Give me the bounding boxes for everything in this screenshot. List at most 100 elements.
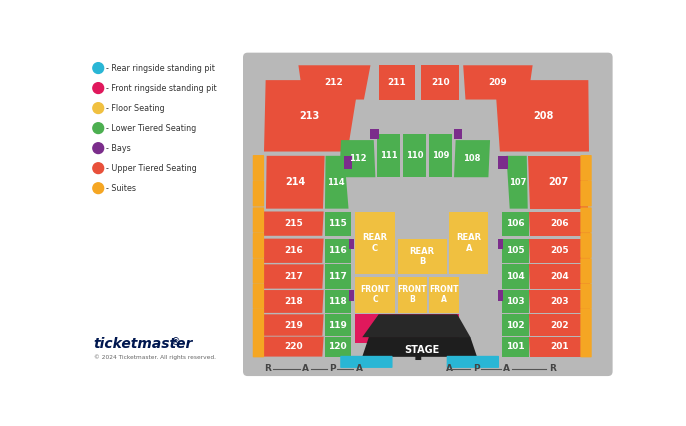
- Text: 111: 111: [379, 151, 397, 160]
- Text: FRONT
A: FRONT A: [429, 285, 459, 305]
- FancyBboxPatch shape: [252, 207, 264, 233]
- Circle shape: [93, 123, 104, 133]
- Polygon shape: [530, 265, 590, 289]
- Text: 210: 210: [431, 78, 449, 87]
- FancyBboxPatch shape: [340, 356, 392, 368]
- Polygon shape: [324, 337, 351, 357]
- Text: 208: 208: [533, 111, 553, 121]
- FancyBboxPatch shape: [243, 53, 613, 376]
- Polygon shape: [264, 337, 324, 357]
- FancyBboxPatch shape: [252, 181, 264, 207]
- Text: - Rear ringside standing pit: - Rear ringside standing pit: [106, 63, 215, 72]
- FancyBboxPatch shape: [580, 155, 592, 181]
- Polygon shape: [501, 239, 529, 263]
- Polygon shape: [498, 239, 503, 250]
- Polygon shape: [506, 156, 528, 209]
- Text: REAR
A: REAR A: [456, 233, 482, 253]
- Text: 205: 205: [551, 246, 569, 255]
- Text: 114: 114: [327, 178, 344, 187]
- Polygon shape: [498, 290, 503, 301]
- Polygon shape: [325, 156, 348, 209]
- Polygon shape: [421, 65, 459, 100]
- Text: A: A: [355, 364, 362, 373]
- FancyBboxPatch shape: [580, 207, 592, 233]
- Polygon shape: [348, 239, 354, 250]
- Polygon shape: [264, 265, 324, 289]
- Text: 118: 118: [329, 297, 347, 306]
- Text: 215: 215: [284, 219, 303, 228]
- Text: ticketmaster: ticketmaster: [93, 337, 193, 351]
- Text: 103: 103: [506, 297, 524, 306]
- Text: 101: 101: [506, 342, 524, 351]
- Polygon shape: [501, 337, 529, 357]
- Text: 110: 110: [406, 151, 423, 160]
- Polygon shape: [264, 211, 324, 236]
- Polygon shape: [501, 290, 529, 313]
- Text: 105: 105: [506, 246, 524, 255]
- Polygon shape: [355, 211, 395, 274]
- Text: 104: 104: [506, 272, 525, 281]
- Text: A: A: [446, 364, 453, 373]
- Polygon shape: [355, 314, 459, 343]
- Text: STAGE: STAGE: [404, 345, 440, 355]
- Circle shape: [93, 143, 104, 153]
- Text: 202: 202: [551, 320, 569, 330]
- FancyBboxPatch shape: [580, 333, 592, 357]
- Text: REAR
C: REAR C: [362, 233, 388, 253]
- Polygon shape: [429, 134, 452, 177]
- Circle shape: [93, 103, 104, 113]
- Text: 207: 207: [549, 177, 569, 187]
- Text: REAR
B: REAR B: [410, 247, 435, 266]
- Polygon shape: [370, 129, 379, 139]
- Polygon shape: [348, 290, 354, 301]
- Text: 212: 212: [324, 78, 344, 87]
- Text: R: R: [549, 364, 556, 373]
- Text: - Lower Tiered Seating: - Lower Tiered Seating: [106, 124, 196, 132]
- FancyBboxPatch shape: [252, 333, 264, 357]
- Polygon shape: [530, 239, 590, 263]
- FancyBboxPatch shape: [252, 233, 264, 258]
- Polygon shape: [403, 134, 426, 177]
- Polygon shape: [528, 156, 589, 209]
- Polygon shape: [324, 314, 351, 336]
- Text: 106: 106: [506, 219, 524, 228]
- Text: 211: 211: [388, 78, 406, 87]
- FancyBboxPatch shape: [252, 155, 264, 181]
- Polygon shape: [501, 211, 529, 236]
- Text: 119: 119: [329, 320, 347, 330]
- Text: A: A: [301, 364, 309, 373]
- Text: P: P: [473, 364, 480, 373]
- Text: 112: 112: [348, 154, 366, 163]
- Polygon shape: [498, 156, 508, 169]
- Polygon shape: [264, 80, 359, 152]
- Polygon shape: [362, 314, 471, 337]
- Text: 109: 109: [432, 151, 449, 160]
- Polygon shape: [324, 265, 351, 289]
- Polygon shape: [298, 65, 370, 100]
- Polygon shape: [324, 290, 351, 313]
- Polygon shape: [501, 314, 529, 336]
- Polygon shape: [449, 211, 488, 274]
- Polygon shape: [495, 80, 589, 152]
- Polygon shape: [340, 140, 375, 177]
- Circle shape: [93, 63, 104, 73]
- Polygon shape: [369, 337, 471, 360]
- Text: 117: 117: [329, 272, 347, 281]
- Polygon shape: [530, 290, 590, 313]
- Polygon shape: [398, 239, 447, 274]
- Text: © 2024 Ticketmaster. All rights reserved.: © 2024 Ticketmaster. All rights reserved…: [93, 355, 215, 360]
- Polygon shape: [454, 140, 490, 177]
- Text: 213: 213: [299, 111, 319, 121]
- Text: 115: 115: [329, 219, 347, 228]
- Polygon shape: [530, 211, 590, 236]
- Text: 209: 209: [488, 78, 507, 87]
- Polygon shape: [362, 337, 477, 357]
- FancyBboxPatch shape: [580, 233, 592, 258]
- Text: 120: 120: [329, 342, 347, 351]
- Text: 107: 107: [509, 178, 526, 187]
- Text: 102: 102: [506, 320, 524, 330]
- Polygon shape: [398, 276, 427, 313]
- Polygon shape: [501, 265, 529, 289]
- Text: 217: 217: [284, 272, 303, 281]
- Polygon shape: [377, 134, 400, 177]
